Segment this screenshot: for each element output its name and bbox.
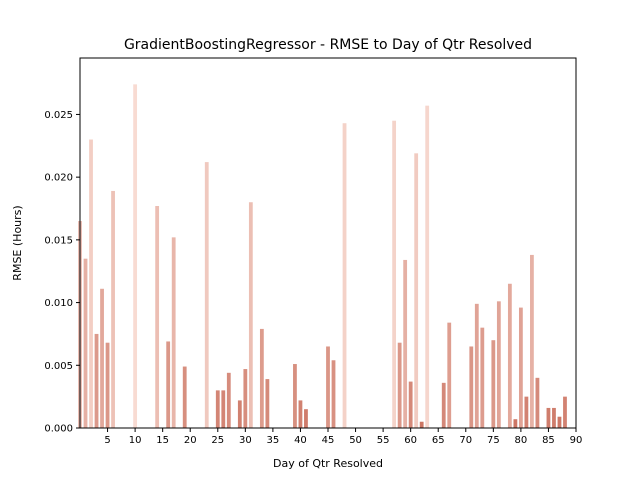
bar: [155, 206, 160, 428]
x-tick-label: 55: [377, 435, 390, 446]
bar: [326, 346, 330, 428]
bar: [204, 162, 209, 429]
bar: [89, 139, 93, 428]
x-tick-label: 25: [211, 435, 224, 446]
x-tick-label: 90: [570, 435, 583, 446]
x-tick-label: 60: [404, 435, 417, 446]
x-axis-ticks: 5 10 15 20 25 30 35 40 45 50 55 60 65 70 75 80 85 90: [104, 428, 582, 446]
bar: [447, 322, 452, 428]
bar: [166, 341, 171, 428]
bar: [133, 84, 138, 428]
x-tick-label: 70: [459, 435, 472, 446]
bar: [105, 342, 110, 428]
y-tick-label: 0.005: [44, 361, 73, 372]
bar: [259, 328, 264, 428]
bar: [111, 190, 115, 428]
bar: [215, 390, 220, 428]
bar: [94, 333, 99, 428]
y-tick-label: 0.015: [44, 235, 73, 246]
bar: [474, 303, 479, 428]
x-tick-label: 30: [239, 435, 252, 446]
bar: [392, 120, 397, 429]
y-tick-label: 0.010: [44, 298, 73, 309]
bar: [530, 254, 534, 428]
bar: [304, 409, 308, 428]
bar: [419, 421, 424, 428]
y-axis-label: RMSE (Hours): [11, 205, 24, 280]
bar: [397, 342, 402, 428]
x-tick-label: 50: [349, 435, 362, 446]
bar: [237, 400, 242, 428]
bar: [507, 283, 512, 428]
bar: [480, 327, 485, 428]
bar: [414, 153, 419, 429]
bar: [563, 396, 567, 428]
bar: [265, 379, 270, 428]
y-tick-label: 0.025: [44, 110, 73, 121]
bar: [535, 377, 540, 428]
bar: [182, 366, 187, 428]
x-tick-label: 5: [104, 435, 110, 446]
x-tick-label: 75: [487, 435, 500, 446]
y-tick-label: 0.020: [44, 173, 73, 184]
x-tick-label: 10: [129, 435, 142, 446]
x-axis-label: Day of Qtr Resolved: [273, 457, 383, 470]
x-tick-label: 45: [322, 435, 335, 446]
bar: [518, 307, 523, 428]
bar: [331, 360, 336, 428]
bar-series: [78, 84, 567, 429]
x-tick-label: 85: [542, 435, 555, 446]
y-axis-ticks: 0.000 0.005 0.010 0.015 0.020 0.025: [44, 110, 80, 435]
bar: [248, 202, 253, 428]
bar: [83, 258, 88, 428]
bar: [552, 407, 556, 428]
bar: [496, 301, 501, 428]
bar: [557, 416, 562, 428]
bar: [171, 237, 176, 428]
bar: [100, 288, 104, 428]
bar: [513, 419, 518, 428]
bar: [408, 381, 413, 428]
bar: [441, 382, 446, 428]
bar: [293, 364, 297, 428]
bar: [546, 407, 551, 428]
y-tick-label: 0.000: [44, 424, 73, 435]
x-tick-label: 20: [184, 435, 197, 446]
bar: [342, 123, 347, 428]
bar: [524, 396, 529, 428]
bar: [469, 346, 474, 428]
x-tick-label: 15: [156, 435, 169, 446]
bar: [243, 369, 248, 428]
x-tick-label: 80: [515, 435, 528, 446]
x-tick-label: 40: [294, 435, 307, 446]
x-tick-label: 35: [267, 435, 280, 446]
x-tick-label: 65: [432, 435, 445, 446]
bar: [491, 340, 496, 428]
bar: [298, 400, 303, 428]
plot-frame: [79, 57, 577, 429]
bar: [425, 105, 430, 429]
bar: [403, 259, 408, 428]
chart-title: GradientBoostingRegressor - RMSE to Day …: [124, 37, 532, 53]
bar: [226, 372, 231, 428]
bar: [221, 390, 226, 428]
